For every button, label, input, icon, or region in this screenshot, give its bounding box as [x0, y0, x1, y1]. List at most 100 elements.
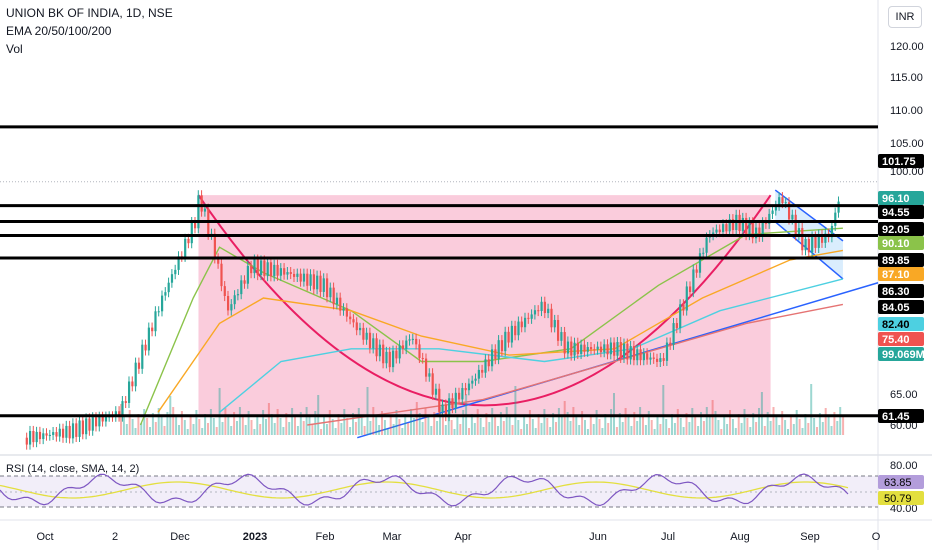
candle-body: [761, 222, 764, 237]
candle-body: [421, 357, 424, 359]
volume-bar: [131, 419, 134, 435]
currency-button[interactable]: INR: [888, 6, 922, 28]
candle-body: [560, 332, 563, 341]
volume-bar: [433, 412, 436, 435]
volume-bar: [827, 417, 830, 435]
volume-bar: [247, 411, 250, 435]
candle-body: [187, 238, 190, 244]
volume-bar: [212, 418, 215, 435]
candle-body: [550, 308, 553, 328]
volume-bar: [328, 410, 331, 435]
volume-bar: [563, 401, 566, 435]
rsi-tick-label: 40.00: [890, 503, 918, 515]
candle-body: [616, 342, 619, 356]
volume-bar: [760, 392, 763, 435]
volume-bar: [157, 408, 160, 435]
volume-bar: [363, 426, 366, 435]
candle-body: [494, 349, 497, 360]
candle-body: [626, 343, 629, 360]
price-label-text: 82.40: [882, 319, 910, 331]
candle-body: [500, 340, 504, 352]
candle-body: [659, 358, 662, 362]
candle-body: [382, 344, 385, 364]
volume-bar: [644, 425, 647, 435]
volume-bar: [717, 420, 720, 435]
candle-body: [725, 224, 728, 232]
candle-body: [395, 350, 398, 359]
time-tick-label: Jul: [661, 531, 675, 543]
candle-body: [147, 327, 150, 351]
volume-bar: [441, 416, 444, 435]
volume-legend[interactable]: Vol: [6, 42, 23, 56]
candle-body: [352, 319, 355, 323]
candle-body: [292, 273, 296, 277]
time-tick-label: Apr: [454, 531, 471, 543]
volume-bar: [810, 384, 813, 435]
time-tick-label: 2: [112, 531, 118, 543]
price-label-text: 84.05: [882, 302, 910, 314]
volume-bar: [172, 407, 175, 435]
volume-bar: [523, 415, 526, 435]
volume-bar: [702, 421, 705, 435]
volume-bar: [775, 416, 778, 435]
volume-bar: [534, 428, 537, 435]
volume-bar: [366, 387, 369, 435]
volume-bar: [578, 425, 581, 435]
volume-bar: [830, 426, 833, 435]
volume-bar: [517, 420, 520, 435]
candle-body: [801, 228, 804, 251]
candle-body: [78, 420, 81, 437]
volume-bar: [705, 407, 708, 435]
candle-body: [751, 222, 754, 239]
candle-body: [639, 349, 642, 361]
volume-bar: [456, 415, 459, 435]
candle-body: [141, 344, 144, 369]
volume-bar: [125, 424, 128, 435]
volume-bar: [572, 407, 575, 435]
volume-bar: [769, 421, 772, 435]
time-tick-label: 2023: [243, 531, 267, 543]
candle-body: [160, 295, 164, 312]
volume-bar: [537, 414, 540, 435]
volume-bar: [479, 418, 482, 435]
candle-body: [679, 304, 682, 329]
volume-bar: [839, 407, 842, 435]
volume-bar: [679, 418, 682, 435]
candle-body: [778, 197, 781, 206]
candle-body: [230, 304, 233, 311]
volume-bar: [520, 429, 523, 435]
volume-bar: [204, 414, 207, 435]
volume-bar: [224, 408, 227, 435]
volume-bar: [772, 407, 775, 435]
volume-bar: [238, 407, 241, 435]
volume-bar: [711, 400, 714, 435]
candle-body: [563, 332, 566, 354]
volume-bar: [267, 403, 270, 435]
volume-bar: [592, 424, 595, 435]
candle-body: [665, 342, 669, 361]
volume-bar: [726, 424, 729, 435]
volume-bar: [691, 408, 694, 435]
candle-body: [52, 432, 55, 435]
candle-body: [190, 222, 193, 244]
volume-bar: [662, 385, 665, 435]
volume-bar: [378, 425, 381, 435]
volume-bar: [470, 414, 473, 435]
volume-bar: [175, 416, 178, 435]
volume-bar: [415, 402, 418, 435]
candle-body: [197, 195, 200, 229]
candle-body: [490, 349, 494, 367]
candle-body: [388, 351, 391, 368]
volume-bar: [836, 421, 839, 435]
candle-body: [35, 431, 38, 443]
candle-body: [527, 317, 530, 319]
rsi-sma-text: 50.79: [884, 493, 912, 505]
volume-bar: [639, 407, 642, 435]
price-tick-label: 65.00: [890, 389, 918, 401]
time-tick-label: Aug: [730, 531, 750, 543]
candle-body: [32, 431, 35, 443]
ema-indicator-legend[interactable]: EMA 20/50/100/200: [6, 24, 112, 38]
volume-bar: [265, 419, 267, 435]
